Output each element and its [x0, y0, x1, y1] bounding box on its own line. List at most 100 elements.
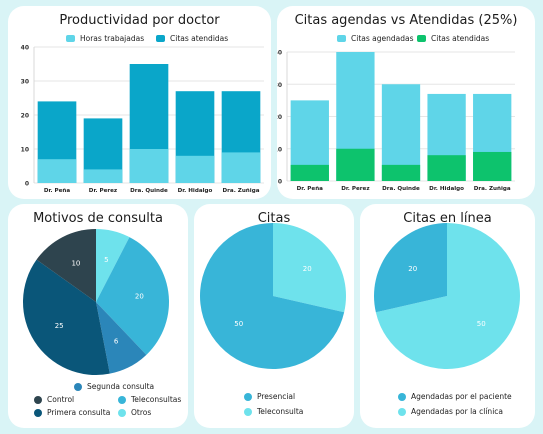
y-tick-label: 40 — [277, 50, 282, 57]
bar — [381, 164, 421, 181]
bar — [336, 148, 375, 181]
bar — [427, 155, 466, 181]
legend-item: Citas atendidas — [417, 34, 489, 43]
legend-label: Teleconsultas — [131, 395, 182, 404]
bar — [473, 151, 512, 181]
slice-value-label: 20 — [408, 265, 417, 273]
bar — [175, 155, 215, 183]
legend-item: Agendadas por la clínica — [398, 407, 503, 416]
legend-swatch — [34, 408, 42, 417]
legend-label: Citas agendadas — [351, 34, 414, 43]
x-tick-label: Dra. Zuñiga — [474, 186, 511, 192]
bar — [129, 149, 169, 183]
x-tick-label: Dr. Perez — [341, 186, 369, 192]
slice-value-label: 25 — [55, 322, 64, 330]
y-tick-label: 30 — [21, 79, 29, 86]
legend-swatch — [66, 35, 75, 42]
card-productividad: Productividad por doctor Horas trabajada… — [8, 6, 271, 199]
pie-slice — [96, 302, 147, 374]
legend-swatch — [118, 395, 126, 404]
bar — [221, 152, 261, 183]
pie-slice — [374, 223, 447, 313]
card-citas-en-linea: Citas en línea 50 20 Agendadas por el pac… — [360, 204, 535, 428]
pie-slice — [96, 237, 169, 355]
legend-label: Teleconsulta — [257, 407, 304, 416]
legend-label: Horas trabajadas — [80, 34, 145, 43]
slice-value-label: 50 — [234, 320, 243, 328]
chart-title: Citas en línea — [403, 211, 492, 226]
slice-value-label: 6 — [114, 337, 119, 345]
legend-item: Otros — [118, 408, 151, 417]
bar — [290, 164, 329, 181]
pie-chart-motivos: 5 20 6 25 10 — [22, 229, 169, 375]
y-tick-label: 0 — [278, 179, 282, 186]
legend-label: Segunda consulta — [87, 382, 155, 391]
x-tick-label: Dr. Hidalgo — [429, 186, 464, 192]
legend-label: Agendadas por el paciente — [411, 392, 512, 401]
legend-item: Teleconsulta — [244, 407, 303, 416]
slice-value-label: 5 — [104, 256, 108, 264]
legend-label: Presencial — [257, 392, 296, 401]
legend-item: Teleconsultas — [118, 395, 181, 404]
legend-item: Segunda consulta — [74, 382, 154, 391]
y-tick-label: 20 — [21, 113, 29, 120]
legend-label: Control — [47, 395, 75, 404]
y-tick-label: 20 — [277, 114, 282, 121]
legend-swatch — [156, 35, 165, 42]
y-tick-label: 30 — [277, 82, 282, 89]
slice-value-label: 20 — [303, 265, 312, 273]
legend-swatch — [398, 407, 406, 416]
legend-swatch — [417, 35, 426, 42]
legend-swatch — [398, 392, 406, 401]
legend-label: Primera consulta — [47, 408, 111, 417]
x-tick-label: Dra. Quinde — [130, 188, 168, 194]
bar-chart-productividad: 0 10 20 30 40 Dr. Peña Dr. Perez Dra. Quinde Dr.… — [21, 45, 264, 194]
bar-chart-citas: 0 10 20 30 40 Dr. Peña Dr. Perez Dra. Quinde Dr.… — [277, 50, 515, 192]
legend-item: Presencial — [244, 392, 295, 401]
x-tick-label: Dr. Perez — [89, 188, 117, 194]
pie-slice — [36, 229, 96, 302]
legend-item: Citas atendidas — [156, 34, 228, 43]
legend-label: Otros — [131, 408, 152, 417]
pie-slice — [273, 223, 346, 313]
chart-title: Citas — [257, 211, 291, 226]
legend-swatch — [244, 392, 252, 401]
legend-item: Control — [34, 395, 74, 404]
x-tick-label: Dr. Peña — [44, 188, 71, 194]
legend-swatch — [34, 395, 42, 404]
card-citas: Citas 20 50 Presencial Teleconsulta — [194, 204, 354, 428]
y-tick-label: 0 — [25, 181, 29, 188]
card-motivos: Motivos de consulta 5 20 6 25 10 Segunda con… — [8, 204, 188, 428]
chart-title: Motivos de consulta — [33, 211, 163, 226]
x-tick-label: Dra. Quinde — [382, 186, 420, 192]
legend-item: Agendadas por el paciente — [398, 392, 512, 401]
y-tick-label: 10 — [21, 147, 29, 154]
legend-item: Primera consulta — [34, 408, 110, 417]
pie-slice — [200, 223, 345, 369]
legend-swatch — [244, 407, 252, 416]
pie-slice — [375, 223, 520, 369]
bar — [83, 169, 123, 183]
x-tick-label: Dr. Hidalgo — [178, 188, 213, 194]
legend-label: Citas atendidas — [431, 34, 490, 43]
y-tick-label: 40 — [21, 45, 29, 52]
legend-swatch — [74, 382, 82, 391]
chart-title: Citas agendas vs Atendidas (25%) — [294, 13, 518, 28]
x-tick-label: Dra. Zuñiga — [223, 188, 260, 194]
chart-title: Productividad por doctor — [59, 13, 220, 28]
legend-swatch — [337, 35, 346, 42]
legend-label: Citas atendidas — [170, 34, 229, 43]
slice-value-label: 10 — [71, 260, 80, 268]
bar — [37, 159, 77, 183]
pie-slice — [22, 259, 110, 375]
legend-label: Agendadas por la clínica — [411, 407, 503, 416]
y-tick-label: 10 — [277, 146, 282, 153]
legend-item: Horas trabajadas — [66, 34, 144, 43]
slice-value-label: 50 — [477, 320, 486, 328]
card-citas-agendas: Citas agendas vs Atendidas (25%) Citas a… — [277, 6, 535, 199]
slice-value-label: 20 — [135, 292, 144, 300]
legend-swatch — [118, 408, 126, 417]
pie-chart-citas-en-linea: 50 20 — [374, 223, 520, 369]
legend-item: Citas agendadas — [337, 34, 414, 43]
